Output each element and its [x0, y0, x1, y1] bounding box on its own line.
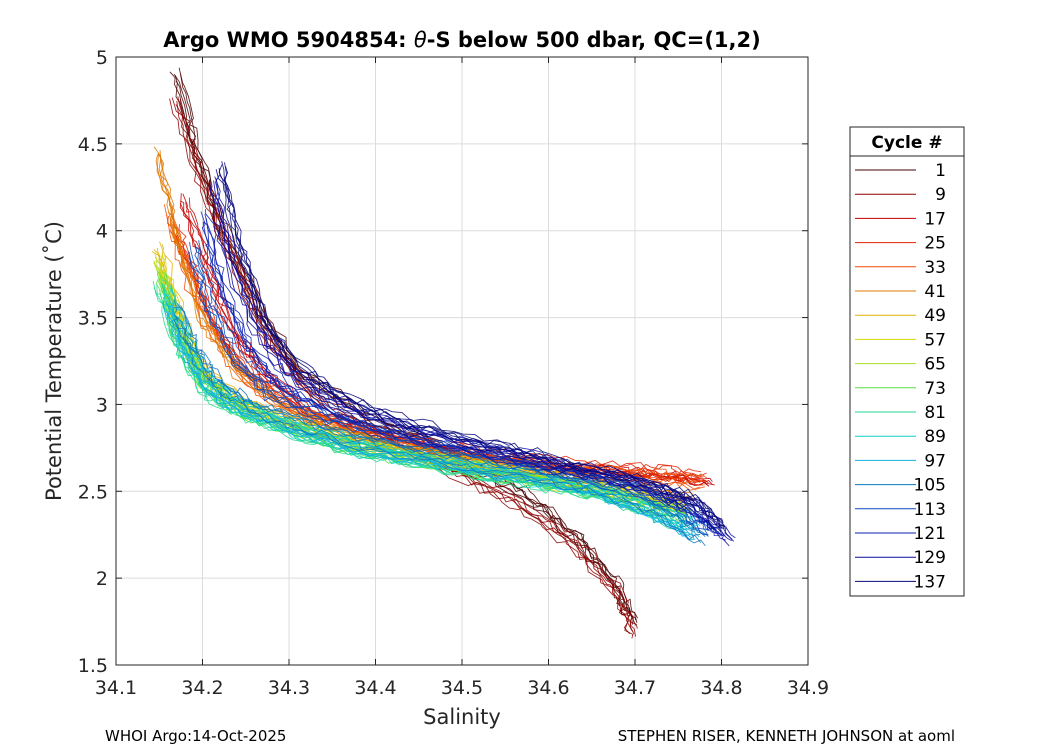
- legend-label: 25: [924, 234, 946, 254]
- legend-label: 33: [924, 258, 946, 278]
- series-137: [215, 161, 726, 533]
- x-tick-label: 34.2: [181, 677, 223, 699]
- legend-label: 57: [924, 330, 946, 350]
- y-tick-label: 3: [96, 394, 108, 416]
- legend-label: 1: [935, 161, 946, 181]
- series-line: [165, 301, 695, 540]
- series-line: [213, 178, 733, 542]
- series-line: [171, 97, 635, 635]
- x-tick-label: 34.8: [700, 677, 742, 699]
- legend-label: 121: [914, 524, 946, 544]
- x-tick-label: 34.4: [354, 677, 396, 699]
- x-tick-label: 34.7: [614, 677, 656, 699]
- legend-label: 89: [924, 427, 946, 447]
- legend-label: 113: [914, 500, 946, 520]
- footer-left: WHOI Argo:14-Oct-2025: [105, 727, 286, 745]
- y-tick-label: 3.5: [78, 308, 108, 330]
- series-line: [215, 168, 722, 533]
- legend: Cycle # 1 9 17 25 33 41 49 57 65 73 81 89 97 105 113 12…: [849, 126, 965, 597]
- x-tick-label: 34.1: [95, 677, 137, 699]
- series-line: [177, 96, 634, 632]
- legend-label: 49: [924, 306, 946, 326]
- y-tick-label: 4.5: [78, 134, 108, 156]
- x-tick-label: 34.6: [527, 677, 569, 699]
- series-line: [218, 168, 723, 529]
- x-tick-label: 34.9: [787, 677, 829, 699]
- x-axis-ticks: 34.1 34.2 34.3 34.4 34.5 34.6 34.7 34.8 34.9: [95, 57, 829, 699]
- series-line: [194, 246, 714, 534]
- series-line: [177, 318, 706, 547]
- series-line: [172, 300, 700, 538]
- x-tick-label: 34.3: [268, 677, 310, 699]
- legend-label: 129: [914, 548, 946, 568]
- series-line: [178, 224, 707, 477]
- y-tick-label: 1.5: [78, 655, 108, 677]
- legend-label: 41: [924, 282, 946, 302]
- series-105: [173, 299, 709, 547]
- legend-label: 65: [924, 355, 946, 375]
- legend-box: [849, 126, 965, 597]
- y-tick-label: 5: [96, 47, 108, 69]
- grid-lines: [116, 57, 808, 665]
- legend-label: 73: [924, 379, 946, 399]
- y-tick-label: 2.5: [78, 481, 108, 503]
- legend-items: 1 9 17 25 33 41 49 57 65 73 81 89 97 105 113 121 129 137: [855, 161, 946, 592]
- legend-label: 105: [914, 476, 946, 496]
- footer-right: STEPHEN RISER, KENNETH JOHNSON at aoml: [618, 727, 955, 745]
- series-line: [177, 302, 707, 536]
- series-line: [187, 251, 709, 536]
- legend-label: 97: [924, 451, 946, 471]
- y-axis-label: Potential Temperature (˚C): [42, 221, 66, 501]
- series-line: [221, 161, 724, 523]
- legend-label: 81: [924, 403, 946, 423]
- legend-title: Cycle #: [871, 133, 942, 153]
- legend-label: 9: [935, 185, 946, 205]
- data-series: [151, 67, 736, 639]
- series-line: [213, 180, 733, 540]
- x-axis-label: Salinity: [423, 705, 501, 729]
- x-tick-label: 34.5: [441, 677, 483, 699]
- y-tick-label: 2: [96, 568, 108, 590]
- y-axis-ticks: 1.5 2 2.5 3 3.5 4 4.5 5: [78, 47, 808, 677]
- series-line: [188, 252, 709, 536]
- series-line: [194, 243, 712, 530]
- series-41: [153, 146, 696, 506]
- legend-label: 17: [924, 209, 946, 229]
- series-line: [205, 218, 726, 537]
- chart-title: Argo WMO 5904854: θ-S below 500 dbar, QC…: [163, 28, 760, 52]
- y-tick-label: 4: [96, 221, 108, 243]
- legend-label: 137: [914, 572, 946, 592]
- series-line: [180, 193, 709, 485]
